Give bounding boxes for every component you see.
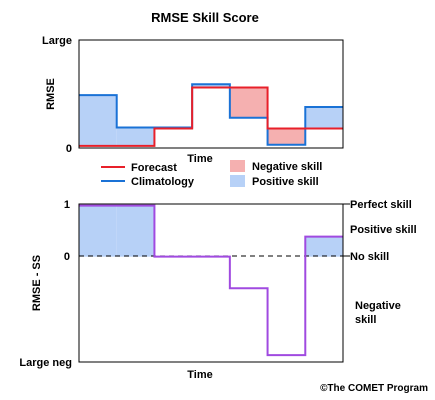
top-xlabel: Time (187, 153, 212, 165)
positive-skill-area (305, 106, 343, 129)
negative-skill-area (267, 128, 306, 145)
climatology-line (79, 83, 343, 146)
skill-score-positive-area (79, 205, 117, 257)
chart-title: RMSE Skill Score (151, 10, 259, 25)
legend-negative-label: Negative skill (252, 161, 322, 173)
legend-forecast-label: Forecast (131, 162, 177, 174)
annotation-negative-skill-line2: skill (355, 314, 376, 326)
bottom-ylabel: RMSE - SS (31, 255, 43, 311)
skill-score-positive-area (305, 236, 343, 257)
annotation-no-skill: No skill (350, 251, 389, 263)
annotation-negative-skill-line1: Negative (355, 300, 401, 312)
legend-climatology-label: Climatology (131, 176, 195, 188)
legend: Forecast Climatology Negative skill Posi… (101, 160, 322, 188)
bottom-ytick-large-neg: Large neg (19, 357, 72, 369)
legend-positive-label: Positive skill (252, 176, 319, 188)
positive-skill-area (192, 84, 230, 88)
bottom-ytick-zero: 0 (64, 251, 70, 263)
top-ytick-large: Large (42, 35, 72, 47)
top-plot-frame (78, 39, 344, 149)
positive-skill-area (79, 95, 117, 146)
credit-text: ©The COMET Program (320, 383, 428, 394)
top-series-lines (79, 83, 343, 147)
bottom-series-line (79, 204, 343, 357)
positive-skill-area (116, 127, 155, 146)
bottom-ytick-one: 1 (64, 199, 70, 211)
skill-score-line (79, 204, 343, 357)
bottom-plot-frame (78, 203, 344, 363)
bottom-xlabel: Time (187, 369, 212, 381)
skill-score-positive-area (116, 205, 155, 257)
legend-positive-swatch (230, 175, 245, 187)
forecast-line (79, 86, 343, 147)
annotation-perfect-skill: Perfect skill (350, 199, 412, 211)
legend-negative-swatch (230, 160, 245, 172)
bottom-skill-fills (79, 205, 343, 257)
top-ylabel: RMSE (45, 78, 57, 110)
annotation-positive-skill: Positive skill (350, 224, 417, 236)
annotation-negative-skill: Negative skill (355, 300, 404, 326)
top-ytick-zero: 0 (66, 143, 72, 155)
top-skill-fills (79, 84, 343, 146)
negative-skill-area (229, 87, 268, 118)
